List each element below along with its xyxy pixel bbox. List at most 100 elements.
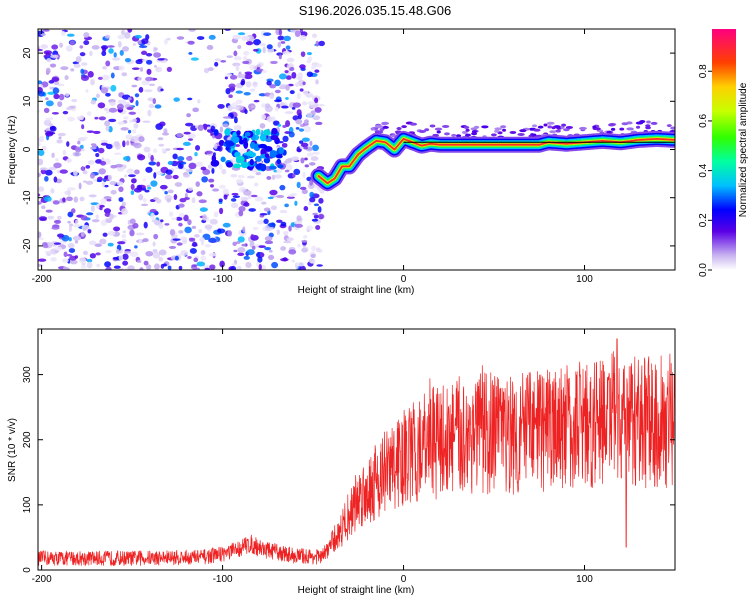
noise-point <box>73 170 78 177</box>
noise-point <box>152 251 161 259</box>
noise-point <box>67 220 71 224</box>
noise-point <box>230 174 238 178</box>
noise-point <box>249 88 256 92</box>
noise-point <box>143 260 149 266</box>
noise-point <box>61 258 69 263</box>
cluster-point <box>220 156 226 163</box>
noise-point <box>303 119 309 124</box>
colorbar-gradient <box>712 29 736 270</box>
noise-point <box>218 198 223 203</box>
noise-point <box>73 63 81 68</box>
noise-point <box>148 161 157 166</box>
noise-point <box>105 125 110 132</box>
noise-point <box>235 144 241 147</box>
noise-point <box>210 132 214 136</box>
noise-point <box>303 90 309 96</box>
noise-point <box>95 152 100 158</box>
noise-point <box>184 226 192 234</box>
noise-point <box>98 116 107 121</box>
noise-point <box>276 229 280 235</box>
noise-point <box>219 260 225 268</box>
noise-point <box>295 82 299 88</box>
noise-point <box>149 83 156 87</box>
noise-point <box>65 92 70 97</box>
noise-point <box>244 71 253 75</box>
noise-point <box>96 179 102 183</box>
halo-point <box>382 125 389 129</box>
noise-point <box>317 213 325 220</box>
noise-point <box>188 29 197 32</box>
noise-point <box>102 232 108 237</box>
snr-axes: -200 -100 0 100 0 100 200 300 <box>22 329 675 585</box>
noise-point <box>95 214 99 220</box>
noise-point <box>213 143 218 150</box>
noise-point <box>141 38 149 45</box>
noise-point <box>168 211 174 217</box>
noise-point <box>133 122 139 129</box>
noise-point <box>310 156 319 162</box>
noise-point <box>39 135 45 142</box>
y-tick-label: -20 <box>22 238 33 253</box>
noise-point <box>307 57 311 64</box>
noise-point <box>101 74 110 81</box>
noise-point <box>285 158 292 164</box>
noise-point <box>140 203 149 207</box>
noise-point <box>263 32 272 36</box>
noise-point <box>319 189 325 194</box>
halo-point <box>551 126 556 130</box>
noise-point <box>310 245 317 252</box>
noise-point <box>306 112 313 118</box>
noise-point <box>231 106 240 110</box>
noise-point <box>110 189 117 195</box>
noise-point <box>134 34 142 39</box>
noise-point <box>110 72 115 79</box>
noise-point <box>69 223 74 227</box>
noise-point <box>281 105 289 109</box>
noise-point <box>284 111 294 115</box>
halo-point <box>465 128 470 132</box>
noise-point <box>288 194 295 198</box>
noise-point <box>123 31 131 39</box>
noise-point <box>224 76 228 80</box>
noise-point <box>278 29 283 36</box>
noise-point <box>132 118 138 123</box>
noise-point <box>140 50 148 55</box>
noise-point <box>167 265 172 270</box>
x-tick-label: 100 <box>576 574 593 585</box>
noise-point <box>126 168 135 174</box>
noise-point <box>194 234 200 238</box>
noise-point <box>295 118 303 125</box>
snr-marks <box>38 338 675 567</box>
y-tick-label: 20 <box>22 47 33 59</box>
noise-point <box>72 235 82 241</box>
noise-point <box>285 84 290 91</box>
noise-point <box>218 184 226 189</box>
noise-point <box>315 79 319 85</box>
noise-point <box>232 34 242 40</box>
noise-point <box>38 48 43 52</box>
noise-point <box>246 175 255 179</box>
noise-point <box>185 168 193 173</box>
noise-point <box>288 225 292 232</box>
noise-point <box>292 102 301 108</box>
noise-point <box>233 125 242 131</box>
halo-point <box>465 133 471 137</box>
noise-point <box>105 143 113 150</box>
noise-point <box>261 201 267 205</box>
noise-point <box>227 105 233 112</box>
noise-point <box>291 259 295 263</box>
noise-point <box>43 107 50 113</box>
noise-point <box>263 207 271 212</box>
noise-point <box>153 172 157 179</box>
noise-point <box>252 226 259 231</box>
noise-point <box>309 191 315 199</box>
noise-point <box>103 107 109 111</box>
noise-point <box>67 187 76 191</box>
noise-point <box>286 196 296 199</box>
noise-point <box>217 104 225 109</box>
noise-point <box>155 198 162 204</box>
noise-point <box>101 181 106 188</box>
noise-point <box>121 208 128 215</box>
noise-point <box>235 99 243 105</box>
noise-point <box>112 256 119 260</box>
